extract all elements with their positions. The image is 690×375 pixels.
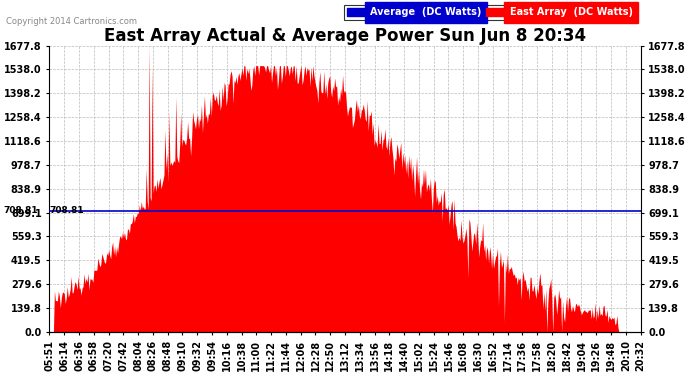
Text: 708.81: 708.81 — [3, 206, 38, 215]
Legend: Average  (DC Watts), East Array  (DC Watts): Average (DC Watts), East Array (DC Watts… — [344, 4, 635, 20]
Title: East Array Actual & Average Power Sun Jun 8 20:34: East Array Actual & Average Power Sun Ju… — [104, 27, 586, 45]
Text: Copyright 2014 Cartronics.com: Copyright 2014 Cartronics.com — [6, 17, 137, 26]
Text: 708.81: 708.81 — [50, 206, 84, 215]
